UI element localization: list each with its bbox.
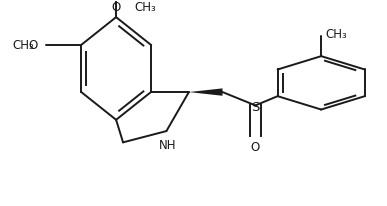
Text: CH₃: CH₃	[12, 39, 34, 52]
Text: O: O	[111, 1, 121, 14]
Text: O: O	[29, 39, 38, 52]
Text: CH₃: CH₃	[135, 1, 156, 14]
Text: CH₃: CH₃	[325, 28, 347, 41]
Text: NH: NH	[158, 139, 176, 152]
Text: S: S	[251, 100, 260, 113]
Polygon shape	[189, 89, 223, 96]
Text: O: O	[251, 141, 260, 153]
